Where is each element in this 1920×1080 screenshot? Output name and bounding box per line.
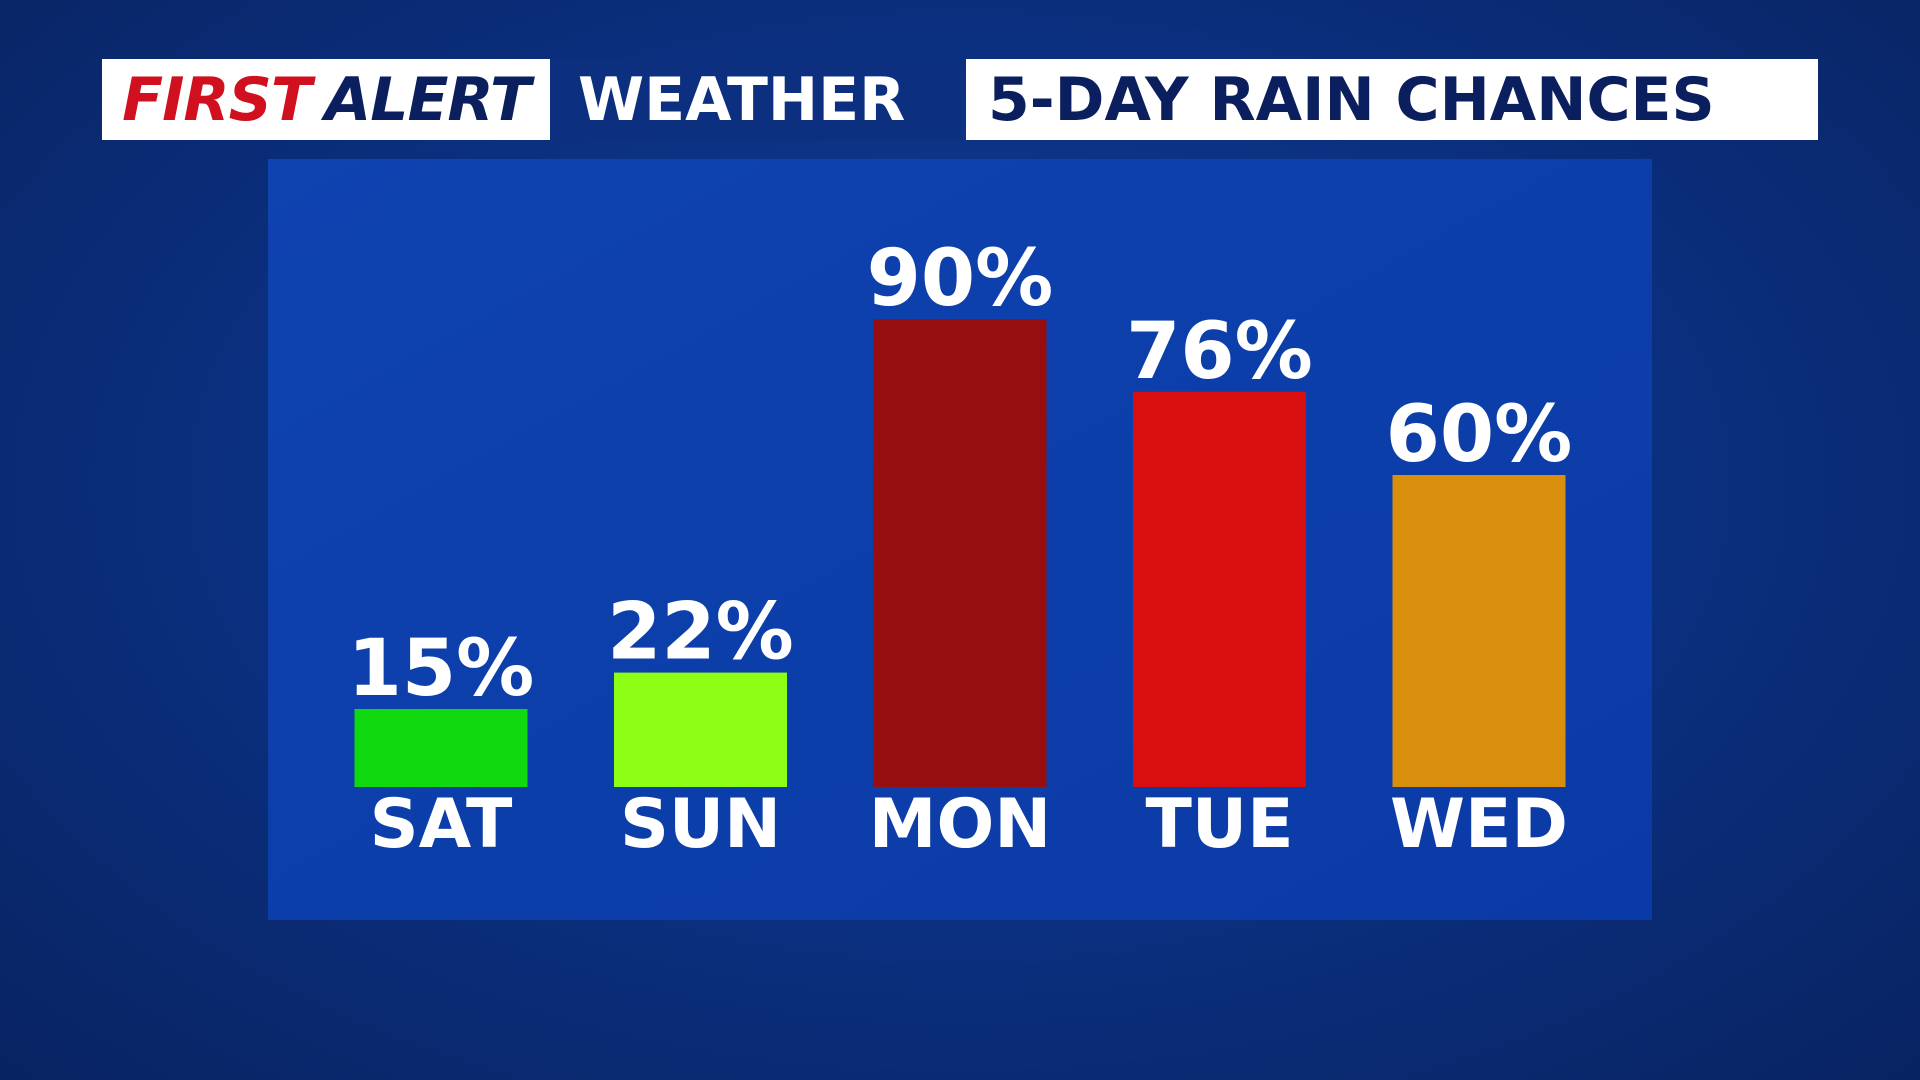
value-label: 22% [607,588,794,678]
value-label: 60% [1386,390,1573,480]
chart-title: 5-DAY RAIN CHANCES [966,59,1818,140]
brand-box: FIRST ALERT [102,59,550,140]
brand-weather: WEATHER [550,59,961,140]
brand-alert: ALERT [324,64,531,135]
bar [354,709,528,787]
x-tick-label: SAT [370,785,513,864]
value-label: 15% [348,624,535,714]
bar [1133,391,1306,787]
value-label: 90% [867,234,1054,324]
value-label: 76% [1126,307,1313,397]
brand-first: FIRST [122,64,312,135]
bar [873,319,1047,787]
bar [1392,475,1566,787]
x-tick-label: TUE [1145,785,1293,864]
x-tick-label: MON [869,785,1051,864]
x-tick-label: SUN [620,785,781,864]
x-tick-label: WED [1390,785,1568,864]
bar [614,672,787,787]
